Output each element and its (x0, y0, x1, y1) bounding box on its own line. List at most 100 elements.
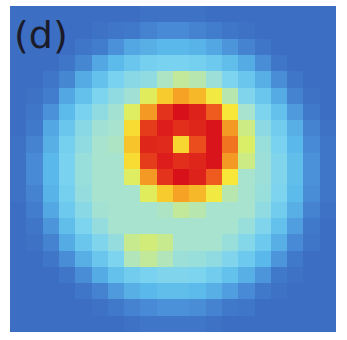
heatmap-cell (287, 22, 304, 39)
heatmap-cell (173, 136, 190, 153)
heatmap-cell (303, 202, 320, 219)
heatmap-cell (59, 316, 76, 332)
heatmap-cell (271, 120, 288, 137)
heatmap-cell (108, 71, 125, 88)
heatmap-cell (75, 185, 92, 202)
heatmap-cell (271, 218, 288, 235)
heatmap-cell (271, 169, 288, 186)
heatmap-cell (287, 136, 304, 153)
heatmap-cell (173, 299, 190, 316)
heatmap-cell (303, 55, 320, 72)
heatmap-cell (320, 267, 336, 284)
heatmap-cell (287, 120, 304, 137)
heatmap-cell (238, 185, 255, 202)
heatmap-cell (173, 39, 190, 56)
heatmap-cell (255, 299, 272, 316)
heatmap-cell (157, 218, 174, 235)
heatmap-cell (320, 299, 336, 316)
heatmap-cell (189, 267, 206, 284)
heatmap-cell (92, 120, 109, 137)
heatmap-cell (255, 55, 272, 72)
heatmap-cell (320, 71, 336, 88)
heatmap-cell (75, 88, 92, 105)
heatmap-cell (320, 202, 336, 219)
heatmap-cell (238, 136, 255, 153)
heatmap-cell (26, 169, 43, 186)
heatmap-cell (271, 234, 288, 251)
heatmap-cell (206, 185, 223, 202)
heatmap-cell (108, 185, 125, 202)
heatmap-cell (255, 136, 272, 153)
heatmap-cell (287, 39, 304, 56)
heatmap-cell (124, 202, 141, 219)
heatmap-cell (75, 202, 92, 219)
heatmap-cell (75, 153, 92, 170)
heatmap-cell (173, 202, 190, 219)
heatmap-cell (92, 234, 109, 251)
heatmap-cell (124, 88, 141, 105)
heatmap-cell (222, 267, 239, 284)
heatmap-cell (157, 22, 174, 39)
heatmap-cell (222, 6, 239, 23)
heatmap-cell (189, 218, 206, 235)
heatmap-cell (75, 120, 92, 137)
heatmap-cell (59, 88, 76, 105)
heatmap-cell (108, 6, 125, 23)
heatmap-cell (206, 55, 223, 72)
heatmap-cell (157, 169, 174, 186)
heatmap-cell (140, 234, 157, 251)
heatmap-cell (287, 71, 304, 88)
heatmap-cell (287, 299, 304, 316)
heatmap-cell (92, 71, 109, 88)
heatmap-cell (10, 251, 27, 268)
heatmap-cell (157, 234, 174, 251)
chart: (d) (0, 0, 347, 340)
heatmap-cell (206, 316, 223, 332)
heatmap-cell (173, 104, 190, 121)
heatmap-cell (206, 299, 223, 316)
heatmap-cell (92, 185, 109, 202)
heatmap-cell (140, 267, 157, 284)
heatmap-cell (255, 267, 272, 284)
heatmap-cell (222, 234, 239, 251)
heatmap-cell (157, 299, 174, 316)
heatmap-cell (238, 267, 255, 284)
heatmap-cell (222, 218, 239, 235)
heatmap-cell (271, 104, 288, 121)
heatmap-cell (140, 136, 157, 153)
heatmap-cell (271, 316, 288, 332)
heatmap-cell (189, 316, 206, 332)
heatmap-cell (140, 169, 157, 186)
heatmap-cell (75, 299, 92, 316)
heatmap-cell (238, 234, 255, 251)
heatmap-cell (271, 299, 288, 316)
heatmap-cell (10, 218, 27, 235)
heatmap-cell (238, 316, 255, 332)
heatmap-cell (26, 104, 43, 121)
heatmap-cell (206, 218, 223, 235)
heatmap-cell (222, 136, 239, 153)
heatmap-cell (140, 55, 157, 72)
heatmap-cell (140, 202, 157, 219)
heatmap-cell (255, 6, 272, 23)
heatmap-cell (26, 202, 43, 219)
heatmap-cell (303, 251, 320, 268)
heatmap-cell (124, 71, 141, 88)
heatmap-cell (189, 104, 206, 121)
heatmap-cell (92, 22, 109, 39)
heatmap-cell (43, 234, 60, 251)
heatmap-cell (320, 39, 336, 56)
heatmap-cell (255, 39, 272, 56)
heatmap-cell (59, 120, 76, 137)
heatmap-cell (108, 39, 125, 56)
heatmap-cell (206, 39, 223, 56)
heatmap-cell (238, 218, 255, 235)
heatmap-cell (124, 55, 141, 72)
heatmap-cell (75, 22, 92, 39)
heatmap-cell (320, 88, 336, 105)
heatmap-cell (43, 136, 60, 153)
heatmap-cell (59, 283, 76, 300)
heatmap-cell (140, 88, 157, 105)
heatmap-cell (255, 153, 272, 170)
heatmap-cell (157, 136, 174, 153)
